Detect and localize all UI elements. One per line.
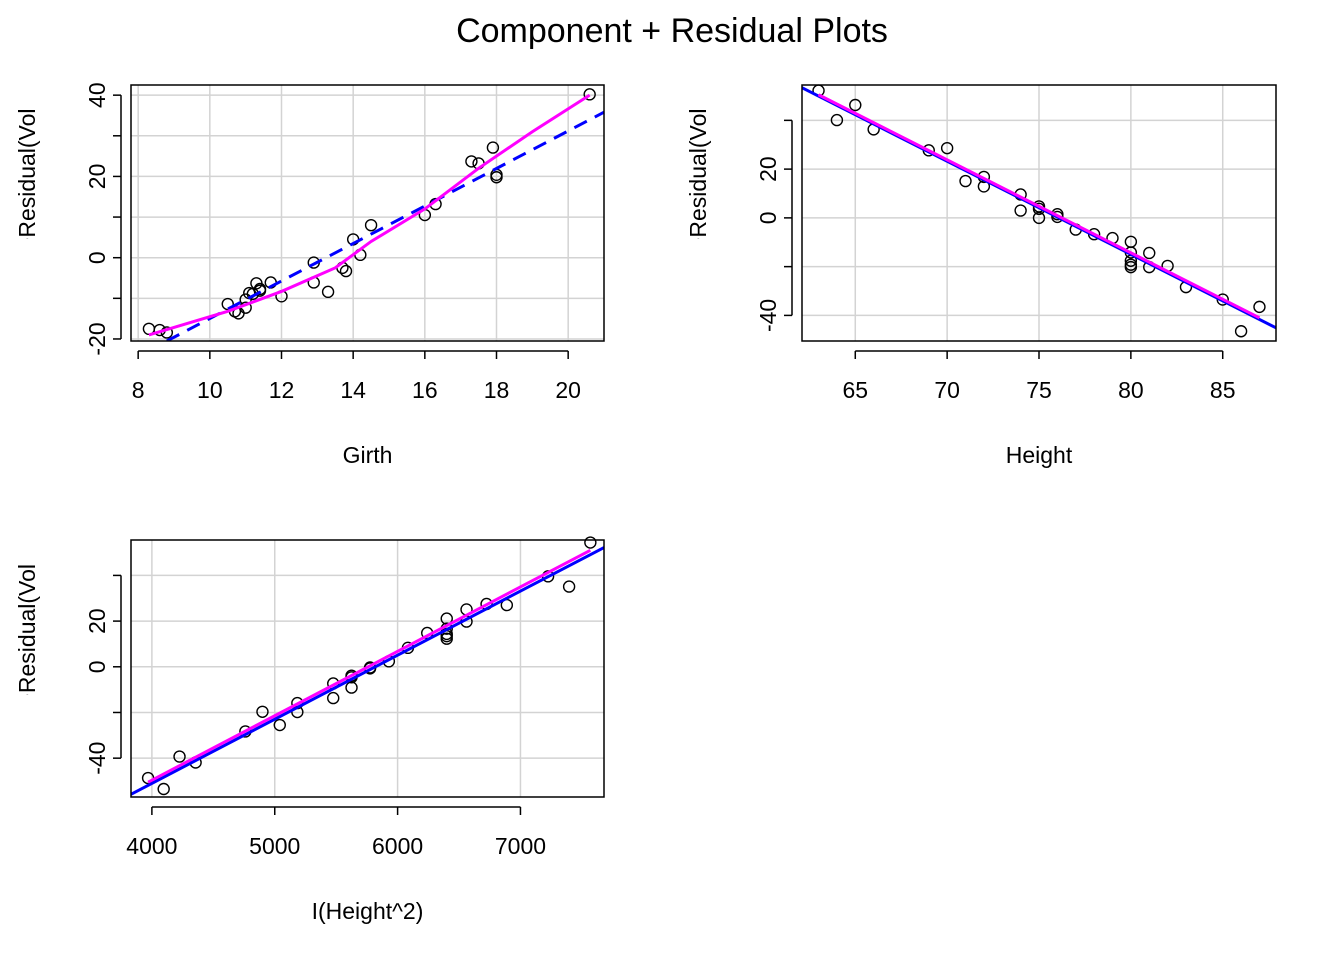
fit-line	[166, 110, 604, 341]
y-tick-label: 0	[84, 660, 110, 673]
plot-frame	[801, 84, 1277, 342]
x-axis: 8 10 12 14 16 18 20 Girth	[132, 350, 581, 468]
x-axis-label: I(Height^2)	[312, 898, 424, 924]
data-point	[830, 113, 844, 127]
data-point	[940, 141, 954, 155]
x-tick-label: 7000	[495, 833, 546, 859]
data-point	[1143, 246, 1156, 260]
y-tick-label: 0	[84, 251, 110, 264]
x-tick-label: 20	[555, 377, 581, 403]
data-point	[256, 705, 269, 718]
y-tick-label: 20	[755, 156, 781, 182]
y-tick-label: 20	[84, 608, 110, 634]
x-axis-label: Height	[1006, 442, 1073, 468]
data-point	[440, 632, 453, 645]
y-tick-label: -40	[84, 742, 110, 775]
data-point	[486, 141, 500, 154]
x-axis: 4000 5000 6000 7000 I(Height^2)	[126, 806, 546, 924]
crplot-panel-2: 65 70 75 80 85 Height -40 0 20 Component+Residual…	[685, 56, 1277, 468]
data-point	[273, 718, 286, 732]
crplot-panel-1: 8 10 12 14 16 18 20 Girth -20 0 20 40 Component+Resi…	[14, 56, 605, 468]
data-point	[1234, 325, 1248, 338]
y-axis-label: Component+Residual(Volume)	[14, 56, 40, 370]
x-tick-label: 10	[197, 377, 223, 403]
smooth-line	[147, 548, 592, 784]
x-tick-label: 80	[1118, 377, 1144, 403]
crplot-panel-3: 4000 5000 6000 7000 I(Height^2) -40 0 20 Compone…	[14, 512, 605, 924]
smooth-line	[817, 93, 1261, 320]
y-axis: -40 0 20 Component+Residual(Volume)	[14, 512, 122, 826]
x-tick-label: 4000	[126, 833, 177, 859]
y-tick-label: -20	[84, 322, 110, 355]
y-axis-label: Component+Residual(Volume)	[685, 56, 711, 370]
data-point	[364, 218, 378, 232]
x-tick-label: 85	[1210, 377, 1236, 403]
data-point	[1032, 211, 1046, 225]
x-tick-label: 14	[340, 377, 366, 403]
y-tick-label: 40	[84, 82, 110, 108]
data-point	[327, 691, 340, 705]
y-tick-label: -40	[755, 299, 781, 332]
data-point	[173, 750, 186, 763]
data-point	[1014, 204, 1027, 217]
fit-line	[131, 546, 604, 796]
figure-title: Component + Residual Plots	[456, 12, 888, 50]
x-tick-label: 70	[934, 377, 960, 403]
data-point	[1253, 300, 1266, 314]
data-point	[583, 88, 596, 101]
data-point	[465, 155, 478, 168]
data-point	[253, 284, 267, 297]
y-axis-label: Component+Residual(Volume)	[14, 512, 40, 826]
data-point	[1124, 260, 1138, 274]
x-tick-label: 65	[842, 377, 868, 403]
data-point	[339, 264, 353, 278]
x-axis: 65 70 75 80 85 Height	[842, 350, 1236, 468]
y-tick-label: 20	[84, 164, 110, 190]
data-point	[345, 681, 358, 694]
x-axis-label: Girth	[343, 442, 393, 468]
data-point	[562, 580, 576, 593]
data-point	[959, 174, 972, 188]
y-tick-label: 0	[755, 211, 781, 224]
smooth-line	[148, 93, 591, 337]
x-tick-label: 5000	[249, 833, 300, 859]
y-axis: -40 0 20 Component+Residual(Volume)	[685, 56, 793, 370]
plot-frame	[130, 539, 605, 798]
x-tick-label: 16	[412, 377, 438, 403]
data-point	[221, 297, 234, 311]
panels: 8 10 12 14 16 18 20 Girth -20 0 20 40 Component+Resi…	[14, 56, 1277, 924]
x-tick-label: 18	[484, 377, 510, 403]
data-point	[321, 285, 335, 299]
x-tick-label: 75	[1026, 377, 1052, 403]
x-tick-label: 8	[132, 377, 145, 403]
x-tick-label: 12	[269, 377, 295, 403]
data-point	[157, 782, 170, 796]
y-axis: -20 0 20 40 Component+Residual(Volume)	[14, 56, 122, 370]
data-point	[584, 536, 597, 549]
data-point	[849, 98, 862, 112]
plot-frame	[130, 84, 605, 342]
x-tick-label: 6000	[372, 833, 423, 859]
